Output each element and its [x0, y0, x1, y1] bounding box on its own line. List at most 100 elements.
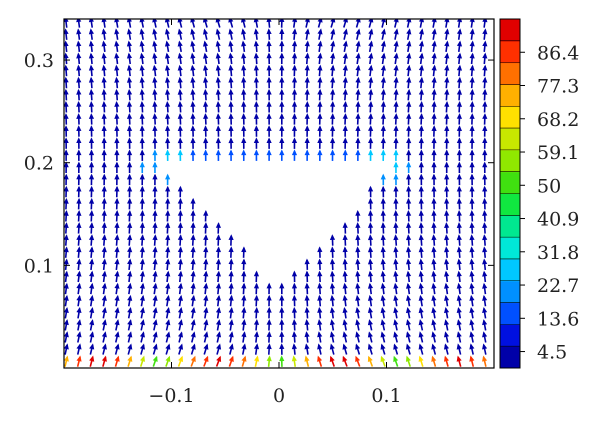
vector-arrow — [355, 258, 361, 270]
vector-arrow — [418, 222, 424, 234]
vector-arrow — [114, 88, 120, 101]
vector-arrow — [482, 76, 488, 89]
vector-arrow — [431, 282, 437, 295]
colorbar-label: 86.4 — [537, 42, 579, 64]
vector-arrow — [241, 137, 247, 149]
vector-arrow — [355, 52, 361, 65]
vector-arrow — [190, 149, 196, 161]
vector-arrow — [368, 28, 374, 40]
vector-arrow — [367, 282, 374, 295]
vector-arrow — [241, 125, 247, 137]
vector-arrow — [190, 222, 196, 234]
vector-arrow — [469, 306, 475, 319]
vector-arrow — [355, 113, 361, 125]
vector-arrow — [228, 88, 234, 101]
vector-arrow — [190, 209, 196, 222]
vector-arrow — [418, 319, 424, 331]
vector-arrow — [418, 137, 424, 149]
vector-arrow — [215, 52, 221, 65]
vector-arrow — [64, 88, 69, 101]
vector-arrow — [101, 137, 107, 149]
vector-arrow — [342, 113, 348, 125]
vector-arrow — [380, 88, 386, 101]
vector-arrow — [291, 125, 298, 137]
colorbar-swatch — [500, 171, 520, 194]
vector-arrow — [317, 270, 323, 283]
vector-arrow — [431, 137, 437, 149]
vector-arrow — [139, 28, 145, 40]
vector-arrow — [469, 173, 475, 186]
vector-arrow — [152, 88, 158, 101]
vector-arrow — [405, 246, 412, 258]
vector-arrow — [405, 355, 411, 367]
vector-arrow — [64, 52, 69, 65]
vector-arrow — [317, 319, 323, 331]
vector-arrow — [76, 270, 82, 283]
vector-arrow — [405, 319, 412, 331]
vector-arrow — [139, 161, 145, 174]
vector-arrow — [101, 306, 107, 319]
vector-arrow — [114, 258, 120, 270]
vector-arrow — [139, 270, 145, 283]
vector-arrow — [444, 64, 450, 77]
vector-arrow — [266, 113, 272, 125]
vector-arrow — [444, 282, 450, 295]
vector-arrow — [241, 319, 247, 331]
vector-arrow — [152, 307, 158, 319]
vector-arrow — [253, 319, 260, 331]
vector-arrow — [393, 113, 399, 125]
vector-arrow — [367, 197, 374, 210]
vector-arrow — [152, 76, 158, 89]
vector-arrow — [469, 88, 475, 101]
vector-arrow — [253, 125, 260, 137]
vector-arrow — [177, 185, 183, 198]
vector-arrow — [177, 222, 183, 234]
vector-arrow — [456, 343, 462, 355]
vector-arrow — [88, 52, 95, 65]
vector-arrow — [266, 52, 272, 65]
vector-arrow — [165, 343, 171, 355]
vector-arrow — [431, 88, 437, 101]
vector-arrow — [152, 197, 158, 210]
vector-arrow — [190, 355, 196, 367]
vector-arrow — [355, 209, 361, 222]
vector-arrow — [444, 185, 450, 198]
vector-arrow — [126, 88, 133, 101]
vector-arrow — [380, 137, 386, 149]
vector-arrow — [329, 319, 335, 331]
vector-arrow — [317, 113, 323, 125]
vector-arrow — [139, 185, 145, 198]
vector-arrow — [266, 306, 272, 319]
vector-arrow — [418, 270, 424, 283]
vector-arrow — [380, 343, 386, 355]
vector-arrow — [456, 149, 462, 161]
vector-arrow — [114, 331, 120, 343]
vector-arrow — [342, 76, 348, 89]
vector-arrow — [177, 88, 183, 101]
vector-arrow — [177, 331, 184, 343]
vector-arrow — [228, 100, 234, 113]
vector-arrow — [469, 40, 475, 52]
vector-arrow — [76, 149, 82, 161]
vector-arrow — [342, 52, 348, 65]
vector-arrow — [64, 222, 69, 234]
vector-arrow — [367, 294, 374, 307]
vector-arrow — [266, 343, 272, 355]
vector-arrow — [329, 343, 335, 355]
vector-arrow — [329, 294, 336, 307]
vector-arrow — [101, 52, 107, 65]
vector-arrow — [215, 294, 222, 307]
vector-arrow — [342, 234, 348, 246]
vector-arrow — [456, 355, 462, 367]
vector-arrow — [177, 306, 184, 319]
vector-arrow — [304, 137, 310, 149]
vector-arrow — [241, 88, 247, 101]
vector-arrow — [405, 294, 412, 307]
vector-arrow — [355, 294, 361, 307]
vector-arrow — [380, 64, 386, 77]
vector-arrow — [266, 100, 272, 113]
vector-arrow — [126, 125, 133, 137]
vector-arrow — [139, 258, 145, 270]
vector-arrow — [431, 125, 437, 137]
vector-arrow — [431, 113, 437, 125]
